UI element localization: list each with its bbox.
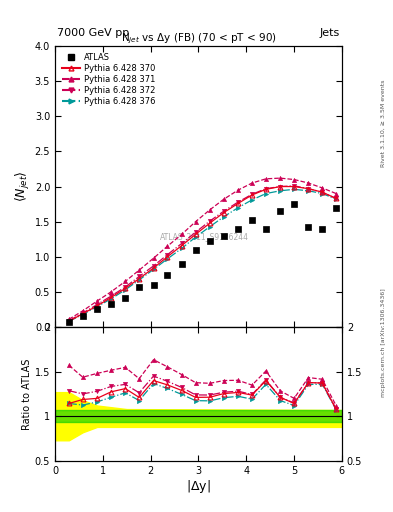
- Text: 7000 GeV pp: 7000 GeV pp: [57, 28, 129, 38]
- Text: Jets: Jets: [320, 28, 340, 38]
- X-axis label: |$\Delta$y|: |$\Delta$y|: [186, 478, 211, 496]
- Legend: ATLAS, Pythia 6.428 370, Pythia 6.428 371, Pythia 6.428 372, Pythia 6.428 376: ATLAS, Pythia 6.428 370, Pythia 6.428 37…: [59, 50, 158, 109]
- Text: Rivet 3.1.10, ≥ 3.5M events: Rivet 3.1.10, ≥ 3.5M events: [381, 79, 386, 166]
- Text: mcplots.cern.ch [arXiv:1306.3436]: mcplots.cern.ch [arXiv:1306.3436]: [381, 289, 386, 397]
- Title: N$_{jet}$ vs $\Delta$y (FB) (70 < pT < 90): N$_{jet}$ vs $\Delta$y (FB) (70 < pT < 9…: [121, 32, 276, 46]
- Y-axis label: $\langle N_{jet}\rangle$: $\langle N_{jet}\rangle$: [14, 171, 32, 202]
- Text: ATLAS_2011_S9126244: ATLAS_2011_S9126244: [160, 232, 249, 242]
- Y-axis label: Ratio to ATLAS: Ratio to ATLAS: [22, 358, 32, 430]
